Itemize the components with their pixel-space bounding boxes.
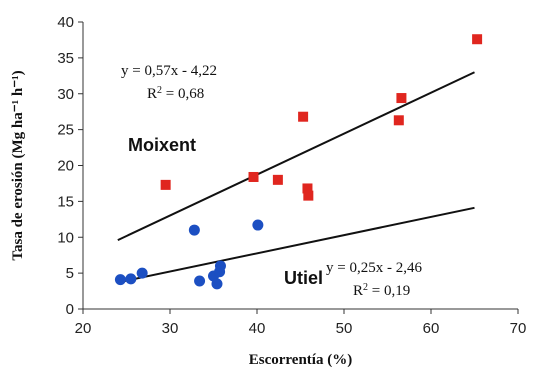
point-moixent <box>298 111 309 122</box>
y-tick-label: 30 <box>57 86 74 103</box>
r-squared-moixent: R2 = 0,68 <box>147 85 204 103</box>
series-label-moixent: Moixent <box>128 135 196 155</box>
y-tick-label: 15 <box>57 193 74 210</box>
equation-moixent: y = 0,57x - 4,22 <box>121 63 217 79</box>
x-tick-label: 60 <box>423 320 440 337</box>
y-tick-label: 10 <box>57 229 74 246</box>
point-moixent <box>160 179 171 190</box>
data-points <box>114 34 483 290</box>
point-utiel <box>211 278 223 290</box>
point-moixent <box>302 183 313 194</box>
point-utiel <box>194 275 206 287</box>
r2-sup-moixent: 2 <box>157 85 162 96</box>
trend-line-utiel <box>117 206 475 284</box>
point-utiel <box>252 219 264 231</box>
y-tick-label: 35 <box>57 50 74 67</box>
trend-line-moixent <box>117 71 475 242</box>
x-tick-label: 70 <box>510 320 527 337</box>
r2-value-utiel: = 0,19 <box>368 283 410 299</box>
x-tick-label: 40 <box>249 320 266 337</box>
x-axis-title: Escorrentía (%) <box>249 352 352 368</box>
point-moixent <box>248 171 259 182</box>
point-utiel <box>125 273 137 285</box>
x-tick-label: 20 <box>75 320 92 337</box>
equation-utiel: y = 0,25x - 2,46 <box>326 260 422 276</box>
x-tick-label: 30 <box>162 320 179 337</box>
r2-prefix-moixent: R <box>147 86 157 102</box>
point-utiel <box>136 267 148 279</box>
point-moixent <box>393 115 404 126</box>
series-label-utiel: Utiel <box>284 268 323 288</box>
y-tick-label: 5 <box>66 265 74 282</box>
r-squared-utiel: R2 = 0,19 <box>353 282 410 300</box>
trend-lines <box>117 71 475 284</box>
y-tick-label: 20 <box>57 158 74 175</box>
y-tick-label: 0 <box>66 301 74 318</box>
y-tick-label: 40 <box>57 14 74 31</box>
point-moixent <box>396 93 407 104</box>
y-tick-label: 25 <box>57 122 74 139</box>
point-utiel <box>188 224 200 236</box>
ticks: 20 30 40 50 60 70 0 5 10 15 20 25 30 35 40 <box>57 14 526 337</box>
r2-prefix-utiel: R <box>353 283 363 299</box>
point-utiel <box>114 274 126 286</box>
x-tick-label: 50 <box>336 320 353 337</box>
point-moixent <box>303 190 314 201</box>
point-moixent <box>472 34 483 45</box>
point-moixent <box>272 174 283 185</box>
point-utiel <box>214 260 226 272</box>
r2-value-moixent: = 0,68 <box>162 86 204 102</box>
y-axis-title: Tasa de erosión (Mg ha⁻¹ h⁻¹) <box>10 70 26 260</box>
r2-sup-utiel: 2 <box>363 282 368 293</box>
